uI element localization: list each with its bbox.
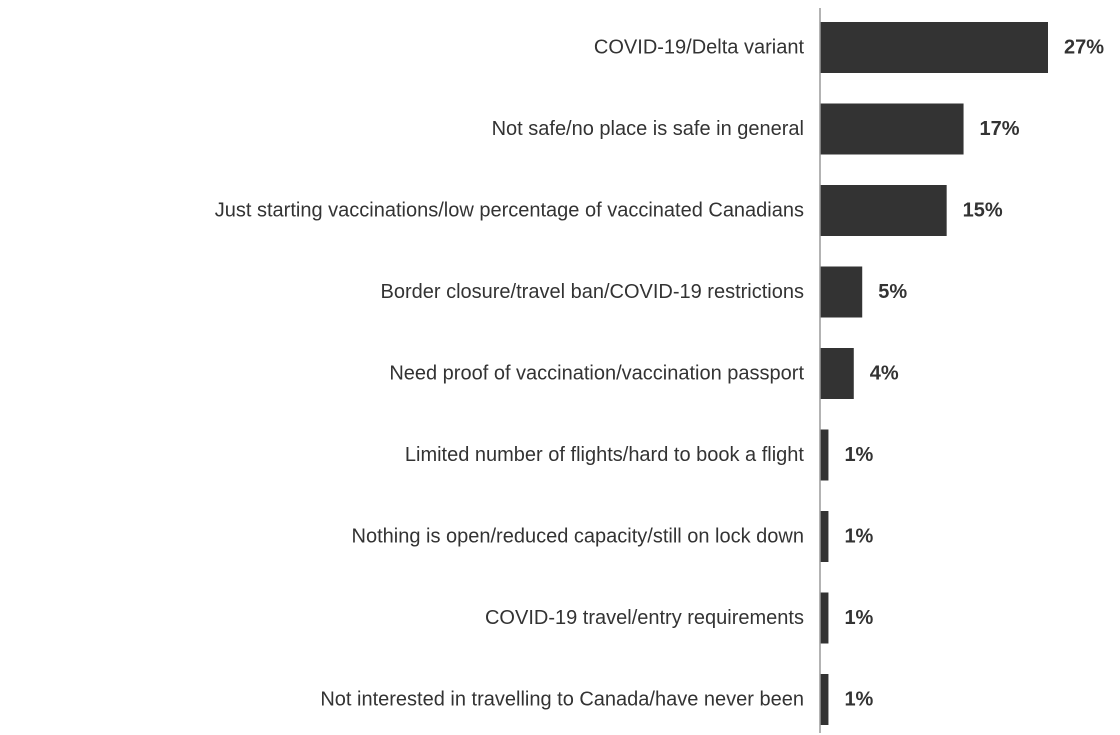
value-label-3: 15%	[963, 200, 1003, 222]
category-label-3: Just starting vaccinations/low percentag…	[215, 200, 804, 222]
value-label-4: 5%	[878, 281, 907, 303]
category-label-6: Limited number of flights/hard to book a…	[405, 444, 805, 466]
category-label-5: Need proof of vaccination/vaccination pa…	[389, 363, 804, 385]
value-labels-group: 27% 17% 15% 5% 4% 1% 1% 1% 1%	[844, 37, 1104, 711]
category-label-4: Border closure/travel ban/COVID-19 restr…	[381, 281, 805, 303]
category-label-1: COVID-19/Delta variant	[594, 37, 805, 59]
bar-9	[820, 674, 829, 725]
bar-7	[820, 511, 829, 562]
bar-2	[820, 103, 964, 155]
value-label-9: 1%	[844, 689, 873, 711]
bar-4	[820, 266, 863, 318]
bars-group	[820, 22, 1048, 725]
category-label-8: COVID-19 travel/entry requirements	[485, 607, 804, 629]
bar-1	[820, 22, 1048, 73]
bar-3	[820, 185, 947, 236]
bar-8	[820, 592, 829, 644]
value-label-7: 1%	[844, 526, 873, 548]
category-label-2: Not safe/no place is safe in general	[492, 118, 804, 140]
bar-6	[820, 429, 829, 481]
value-label-5: 4%	[870, 363, 899, 385]
category-label-9: Not interested in travelling to Canada/h…	[320, 689, 804, 711]
value-label-8: 1%	[844, 607, 873, 629]
bar-5	[820, 348, 854, 399]
value-label-6: 1%	[844, 444, 873, 466]
category-labels-group: COVID-19/Delta variant Not safe/no place …	[215, 37, 805, 711]
value-label-1: 27%	[1064, 37, 1104, 59]
value-label-2: 17%	[980, 118, 1020, 140]
category-label-7: Nothing is open/reduced capacity/still o…	[352, 526, 804, 548]
